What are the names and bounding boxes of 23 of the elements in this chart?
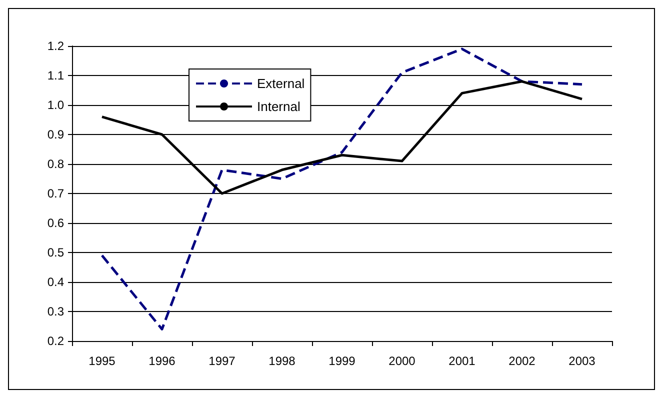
x-tick-label: 2002 — [508, 354, 536, 368]
x-tick-label: 1999 — [328, 354, 356, 368]
y-tick-label: 0.2 — [47, 334, 64, 348]
y-tick-label: 0.3 — [47, 304, 64, 318]
y-tick-label: 0.9 — [47, 128, 64, 142]
x-tick-label: 1998 — [268, 354, 296, 368]
x-tick-label: 1996 — [148, 354, 176, 368]
y-tick-label: 1.1 — [47, 68, 64, 82]
line-series — [100, 48, 584, 330]
y-tick-label: 0.5 — [47, 246, 64, 260]
legend-label: Internal — [257, 99, 300, 114]
y-tick-label: 1.0 — [47, 98, 64, 112]
y-tick-label: 1.2 — [47, 39, 64, 53]
x-tick-label: 2001 — [448, 354, 476, 368]
y-tick-label: 0.4 — [47, 275, 64, 289]
x-tick-label: 1995 — [88, 354, 116, 368]
y-tick-label: 0.6 — [47, 216, 64, 230]
x-tick-label: 2000 — [388, 354, 416, 368]
y-tick-label: 0.8 — [47, 157, 64, 171]
x-tick-label: 2003 — [568, 354, 596, 368]
x-tick-label: 1997 — [208, 354, 236, 368]
y-tick-label: 0.7 — [47, 186, 64, 200]
legend-label: External — [257, 76, 305, 91]
